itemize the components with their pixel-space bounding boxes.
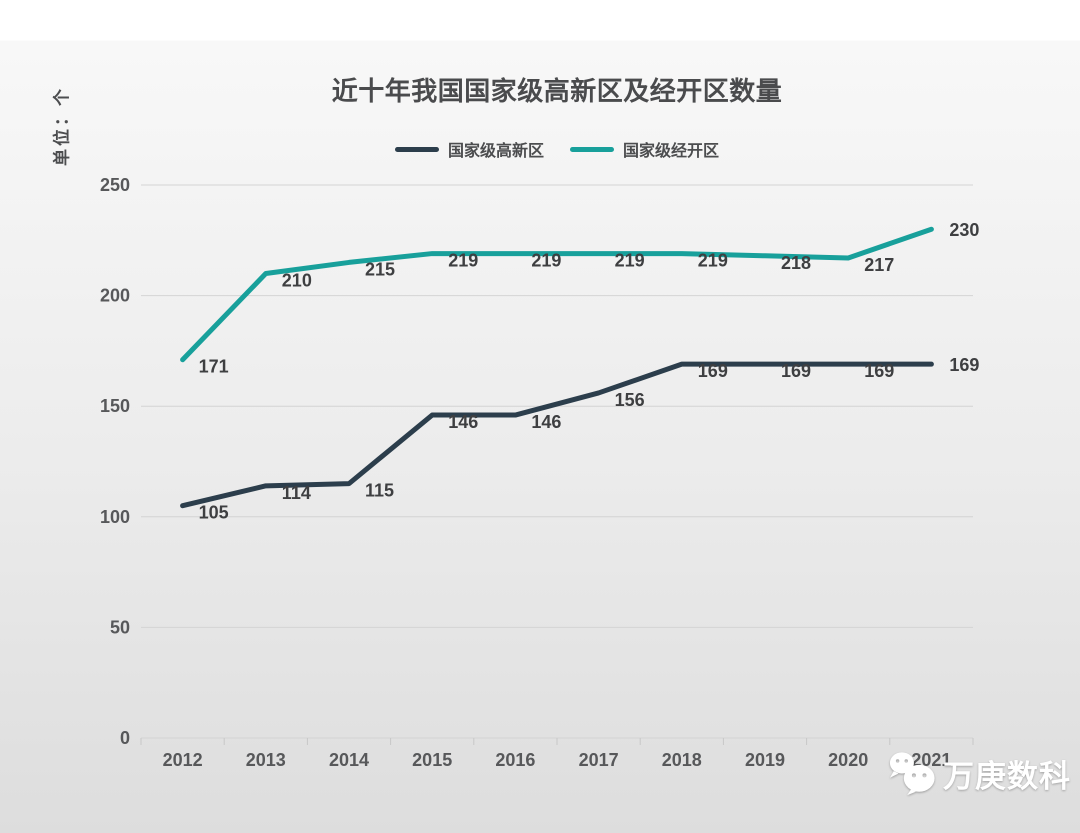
x-tick-label-2019: 2019 (745, 750, 785, 770)
data-label: 219 (448, 251, 478, 271)
data-label: 218 (781, 253, 811, 273)
data-label: 146 (531, 412, 561, 432)
data-label: 215 (365, 259, 395, 279)
data-label: 219 (531, 251, 561, 271)
data-label: 105 (199, 503, 229, 523)
data-label: 219 (698, 251, 728, 271)
legend-swatch-jingkaiqu (570, 146, 614, 152)
legend-item-gaoxinqu: 国家级高新区 (394, 137, 544, 161)
data-label: 169 (781, 361, 811, 381)
legend-label-jingkaiqu: 国家级经开区 (623, 143, 720, 160)
y-tick-label-50: 50 (110, 617, 130, 637)
series-line-0 (180, 361, 934, 509)
x-tick-label-2018: 2018 (662, 750, 702, 770)
data-label: 217 (864, 255, 894, 275)
x-tick-label-2017: 2017 (579, 750, 619, 770)
y-tick-label-250: 250 (100, 175, 130, 195)
data-label: 115 (365, 481, 394, 501)
y-tick-label-150: 150 (100, 396, 130, 416)
data-label: 169 (949, 355, 979, 375)
x-tick-label-2014: 2014 (329, 750, 369, 770)
y-tick-label-200: 200 (100, 286, 130, 306)
legend: 国家级高新区 国家级经开区 (141, 137, 973, 161)
wechat-icon (889, 752, 935, 796)
series-line-1 (180, 226, 934, 363)
x-tick-label-2020: 2020 (828, 750, 868, 770)
data-label: 171 (199, 357, 229, 377)
x-tick-label-2015: 2015 (412, 750, 452, 770)
data-label: 114 (282, 483, 311, 503)
y-tick-label-100: 100 (100, 507, 130, 527)
watermark: 万庚数科 (888, 750, 1071, 796)
data-label: 146 (448, 412, 478, 432)
x-tick-label-2012: 2012 (163, 750, 203, 770)
data-label: 210 (282, 270, 312, 290)
x-tick-label-2016: 2016 (495, 750, 535, 770)
watermark-text: 万庚数科 (943, 758, 1071, 794)
data-label: 156 (615, 390, 645, 410)
data-label: 230 (949, 220, 979, 240)
data-label: 169 (698, 361, 728, 381)
data-label: 169 (864, 361, 894, 381)
x-tick-label-2013: 2013 (246, 750, 286, 770)
legend-swatch-gaoxinqu (394, 146, 439, 152)
y-tick-label-0: 0 (120, 728, 130, 748)
legend-item-jingkaiqu: 国家级经开区 (570, 137, 719, 161)
data-label: 219 (615, 251, 645, 271)
legend-label-gaoxinqu: 国家级高新区 (447, 143, 544, 160)
chart-title: 近十年我国国家级高新区及经开区数量 (331, 76, 783, 106)
